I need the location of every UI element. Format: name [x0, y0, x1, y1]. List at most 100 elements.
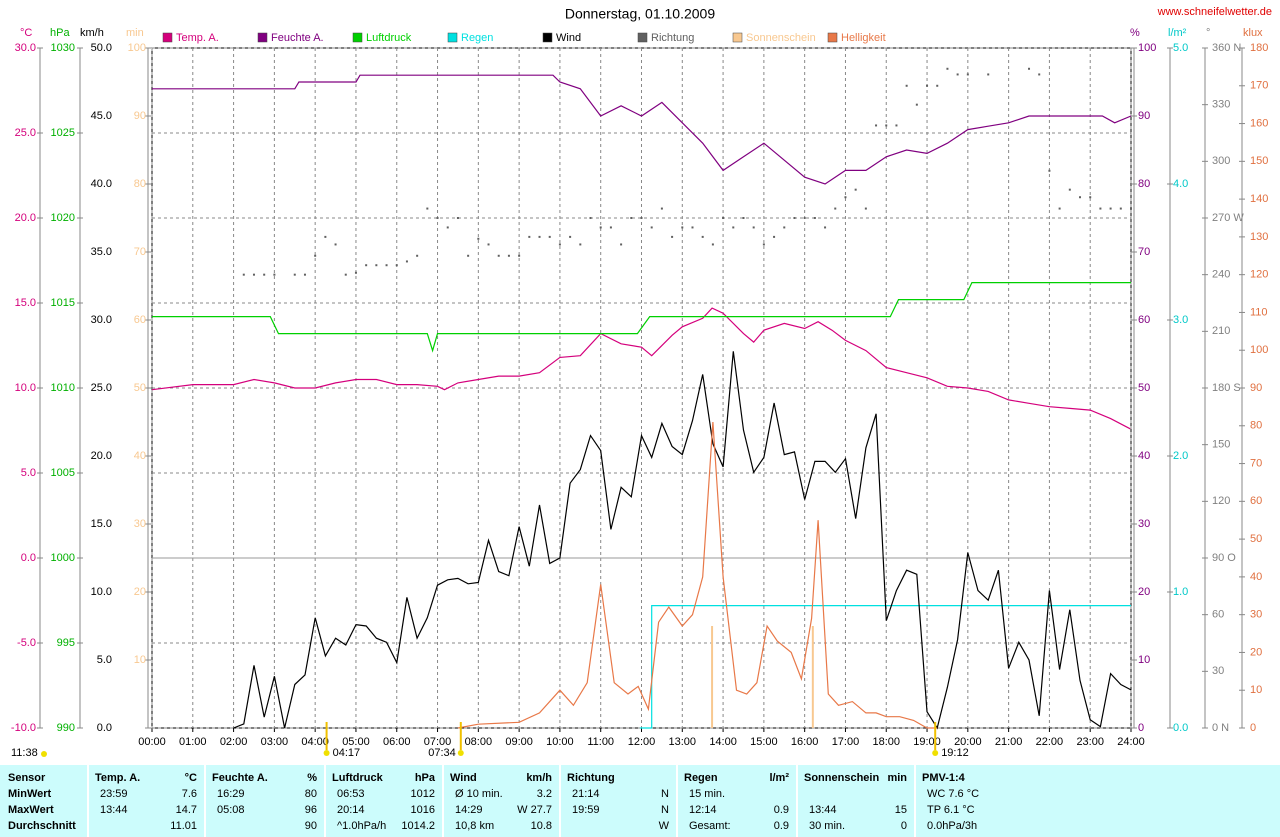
x-tick-label: 23:00 [1076, 736, 1104, 748]
table-cell: 20:14 [337, 804, 365, 816]
x-tick-label: 02:00 [220, 736, 248, 748]
table-cell: 90 [305, 820, 317, 832]
direction-dot [314, 254, 317, 257]
direction-dot [589, 217, 592, 219]
annotation-icon [41, 751, 47, 757]
axis-tick-label: 10.0 [91, 586, 112, 598]
axis-tick-label: 20.0 [91, 450, 112, 462]
series-line [233, 351, 1132, 730]
axis-tick-label: 300 [1212, 155, 1230, 167]
x-tick-label: 17:00 [832, 736, 860, 748]
axis-tick-label: 20.0 [15, 212, 36, 224]
direction-dot [936, 84, 939, 87]
table-row-label: MaxWert [8, 804, 54, 816]
series-line [639, 605, 1131, 729]
axis-tick-label: 5.0 [97, 654, 112, 666]
table-cell: 14:29 [455, 804, 483, 816]
table-row-label: MinWert [8, 788, 52, 800]
direction-dot [273, 273, 276, 276]
direction-dot [426, 207, 429, 210]
direction-dot [538, 235, 541, 238]
table-cell: 0.9 [774, 820, 789, 832]
legend-swatch [447, 32, 458, 43]
direction-dot [487, 243, 490, 246]
axis-tick-label: 90 [134, 110, 146, 122]
axis-tick-label: 10 [134, 654, 146, 666]
table-background [0, 765, 1280, 837]
axis-tick-label: 60 [1250, 495, 1262, 507]
axis-unit: km/h [80, 27, 104, 39]
direction-dot [518, 254, 521, 257]
axis-tick-label: 80 [1138, 178, 1150, 190]
direction-dot [711, 243, 714, 246]
data-table: Sensor MinWert MaxWert Durchschnitt Temp. A.… [8, 765, 979, 837]
direction-dot [1068, 188, 1071, 191]
axis-tick-label: 140 [1250, 193, 1268, 205]
direction-dot [742, 217, 745, 219]
annotation-label: 07:34 [428, 747, 456, 759]
direction-dot [1038, 73, 1041, 76]
direction-dot [987, 73, 990, 76]
direction-dot [1109, 207, 1112, 210]
axis-tick-label: 20 [1250, 646, 1262, 658]
axis-tick-label: 0 [1138, 722, 1144, 734]
direction-dot [660, 207, 663, 210]
legend-swatch [162, 32, 173, 43]
axis-tick-label: 1015 [51, 297, 75, 309]
direction-dot [946, 67, 949, 70]
x-tick-label: 01:00 [179, 736, 207, 748]
axis-tick-label: 25.0 [15, 127, 36, 139]
axis-tick-label: 0.0 [21, 552, 36, 564]
direction-dot [885, 124, 888, 127]
table-cell: 0.0hPa/3h [927, 820, 977, 832]
axis-tick-label: 20 [134, 586, 146, 598]
direction-dot [671, 235, 674, 238]
table-cell: 0 [901, 820, 907, 832]
axis-tick-label: 70 [134, 246, 146, 258]
annotation-label: 19:12 [941, 747, 969, 759]
direction-dot [558, 243, 561, 246]
table-cell: Ø 10 min. [455, 788, 503, 800]
legend-label: Wind [556, 32, 581, 44]
axis-tick-label: 100 [1250, 344, 1268, 356]
table-cell: 1016 [411, 804, 435, 816]
series-line [151, 307, 1131, 430]
direction-dot [783, 226, 786, 229]
axis-tick-label: 60 [134, 314, 146, 326]
direction-dot [1099, 207, 1102, 210]
axis-tick-label: 4.0 [1173, 178, 1188, 190]
direction-dot [640, 217, 643, 219]
axis-tick-label: 160 [1250, 117, 1268, 129]
direction-dot [293, 273, 296, 276]
x-tick-label: 18:00 [872, 736, 900, 748]
table-unit: l/m² [769, 772, 789, 784]
table-cell: 15 [895, 804, 907, 816]
direction-dot [926, 84, 929, 87]
axis-tick-label: 50 [134, 382, 146, 394]
axis-unit: min [126, 27, 144, 39]
table-header: Sonnenschein [804, 772, 879, 784]
direction-dot [732, 226, 735, 229]
axis-tick-label: 40 [134, 450, 146, 462]
axis-tick-label: 0 N [1212, 722, 1229, 734]
axis-tick-label: 20 [1138, 586, 1150, 598]
axis-tick-label: 990 [57, 722, 75, 734]
table-cell: 10,8 km [455, 820, 494, 832]
axis-tick-label: 30 [1250, 609, 1262, 621]
x-tick-label: 22:00 [1036, 736, 1064, 748]
direction-dot [324, 235, 327, 238]
axis-tick-label: 1000 [51, 552, 75, 564]
axis-tick-label: 240 [1212, 269, 1230, 281]
direction-dot [497, 254, 500, 257]
table-unit: °C [185, 772, 197, 784]
axis-tick-label: 360 N [1212, 42, 1241, 54]
axis-tick-label: 0.0 [97, 722, 112, 734]
direction-dot [548, 235, 551, 238]
direction-dot [915, 103, 918, 106]
axis-unit: klux [1243, 27, 1263, 39]
direction-dot [701, 235, 704, 238]
direction-dot [344, 273, 347, 276]
table-header: Temp. A. [95, 772, 140, 784]
axis-tick-label: 130 [1250, 231, 1268, 243]
table-cell: 05:08 [217, 804, 245, 816]
